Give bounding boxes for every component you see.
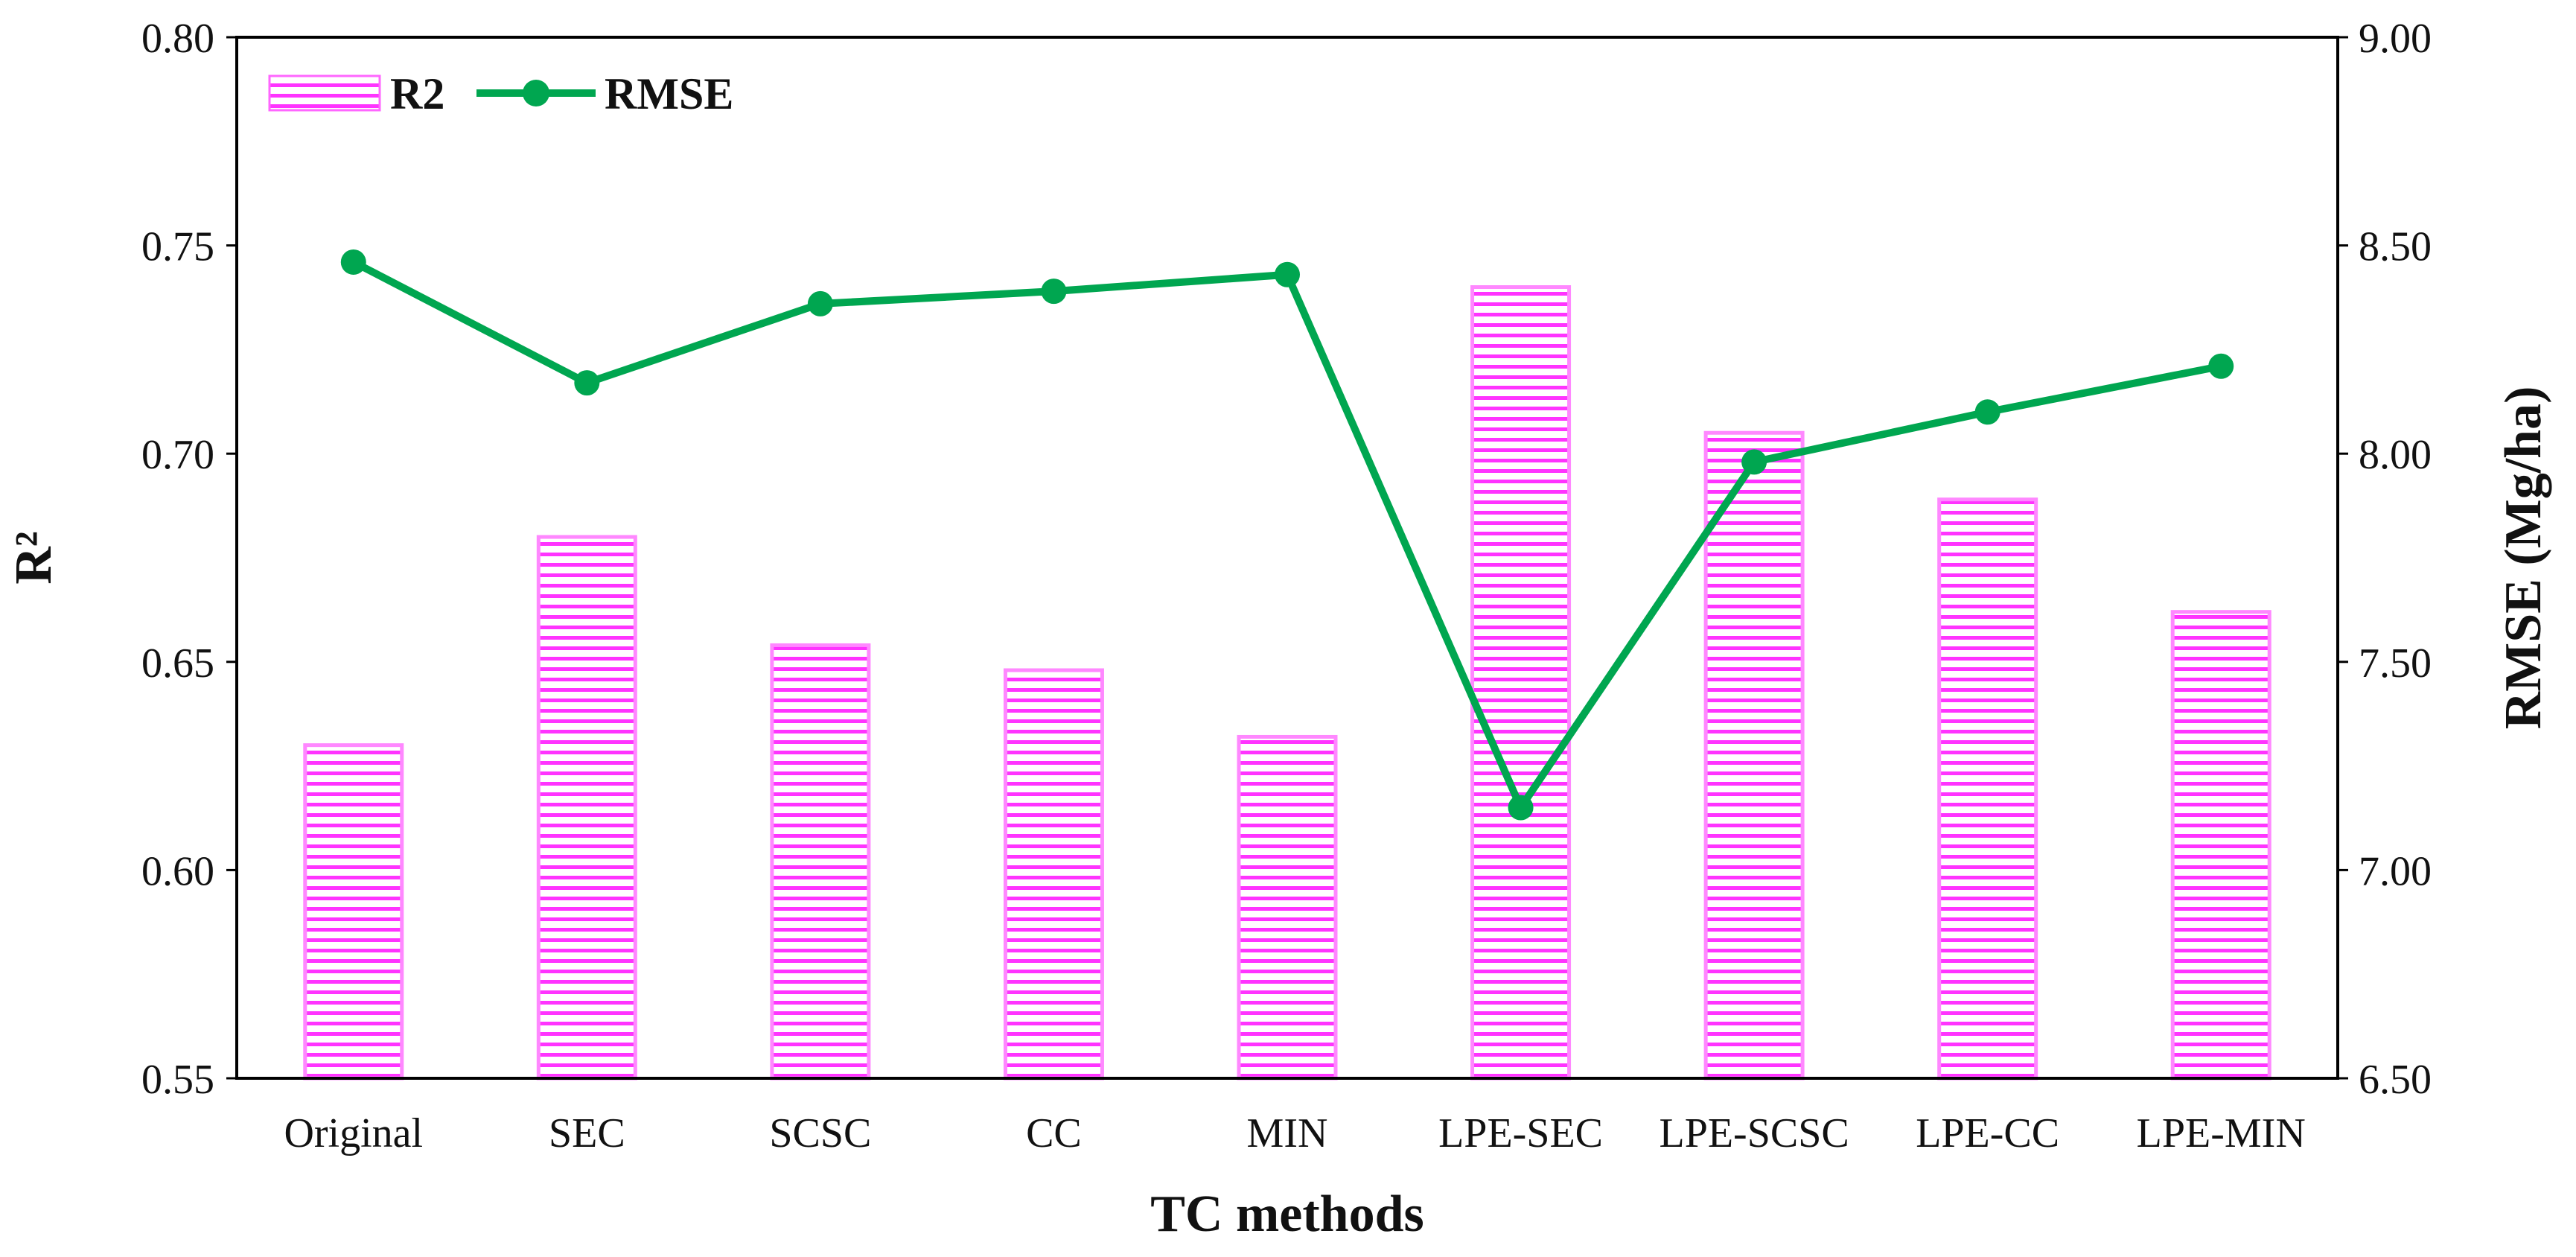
rmse-point-lpe-min bbox=[2208, 353, 2234, 379]
rmse-point-original bbox=[340, 249, 366, 275]
x-tick-label-scsc: SCSC bbox=[769, 1110, 871, 1156]
legend: R2 RMSE bbox=[268, 69, 733, 118]
left-tick-label: 0.70 bbox=[141, 432, 214, 478]
x-tick-label-lpe-cc: LPE-CC bbox=[1916, 1110, 2059, 1156]
rmse-point-lpe-cc bbox=[1974, 399, 2000, 425]
x-axis-ticks: Original SEC SCSC CC MIN LPE-SEC LPE-SCSC LPE-C… bbox=[284, 1110, 2305, 1156]
left-axis-ticks: 0.55 0.60 0.65 0.70 0.75 0.80 bbox=[141, 16, 237, 1103]
r2-bar-min bbox=[1237, 734, 1338, 1081]
left-tick-label: 0.55 bbox=[141, 1057, 214, 1103]
y-axis-title: R² bbox=[5, 531, 63, 585]
left-tick-label: 0.75 bbox=[141, 224, 214, 270]
right-tick-label: 9.00 bbox=[2359, 16, 2432, 62]
x-tick-label-original: Original bbox=[284, 1110, 423, 1156]
r2-bar-lpe-scsc bbox=[1703, 430, 1805, 1081]
x-tick-label-lpe-sec: LPE-SEC bbox=[1438, 1110, 1603, 1156]
right-tick-label: 8.00 bbox=[2359, 432, 2432, 478]
left-tick-label: 0.60 bbox=[141, 848, 214, 894]
rmse-point-lpe-sec bbox=[1508, 795, 1534, 821]
r2-bar-lpe-min bbox=[2170, 610, 2271, 1081]
right-tick-label: 7.50 bbox=[2359, 640, 2432, 687]
x-axis-title: TC methods bbox=[1150, 1186, 1424, 1243]
left-tick-label: 0.65 bbox=[141, 640, 214, 687]
rmse-point-cc bbox=[1041, 279, 1067, 305]
r2-bar-lpe-cc bbox=[1937, 497, 2038, 1081]
r2-bar-sec bbox=[536, 535, 637, 1081]
x-tick-label-lpe-min: LPE-MIN bbox=[2137, 1110, 2306, 1156]
plot-frame bbox=[235, 36, 2339, 1080]
r2-bar-lpe-sec bbox=[1470, 285, 1572, 1081]
rmse-point-min bbox=[1275, 261, 1300, 287]
rmse-line-layer bbox=[340, 249, 2234, 821]
legend-label-rmse: RMSE bbox=[605, 69, 733, 118]
x-tick-label-cc: CC bbox=[1026, 1110, 1082, 1156]
x-tick-label-sec: SEC bbox=[549, 1110, 625, 1156]
r2-bar-original bbox=[303, 743, 404, 1081]
right-axis-ticks: 6.50 7.00 7.50 8.00 8.50 9.00 bbox=[2338, 16, 2432, 1103]
y2-axis-title: RMSE (Mg/ha) bbox=[2495, 386, 2552, 730]
r2-bars bbox=[303, 285, 2271, 1081]
left-tick-label: 0.80 bbox=[141, 16, 214, 62]
x-tick-label-lpe-scsc: LPE-SCSC bbox=[1660, 1110, 1849, 1156]
rmse-point-lpe-scsc bbox=[1741, 449, 1767, 475]
r2-bar-scsc bbox=[770, 643, 871, 1081]
right-tick-label: 8.50 bbox=[2359, 224, 2432, 270]
right-tick-label: 7.00 bbox=[2359, 848, 2432, 894]
right-tick-label: 6.50 bbox=[2359, 1057, 2432, 1103]
legend-swatch-r2 bbox=[268, 74, 381, 112]
legend-swatch-rmse-marker bbox=[523, 80, 549, 106]
r2-bar-cc bbox=[1003, 668, 1104, 1081]
rmse-point-scsc bbox=[807, 290, 833, 316]
rmse-point-sec bbox=[574, 370, 600, 396]
x-tick-label-min: MIN bbox=[1247, 1110, 1328, 1156]
legend-label-r2: R2 bbox=[390, 69, 444, 118]
